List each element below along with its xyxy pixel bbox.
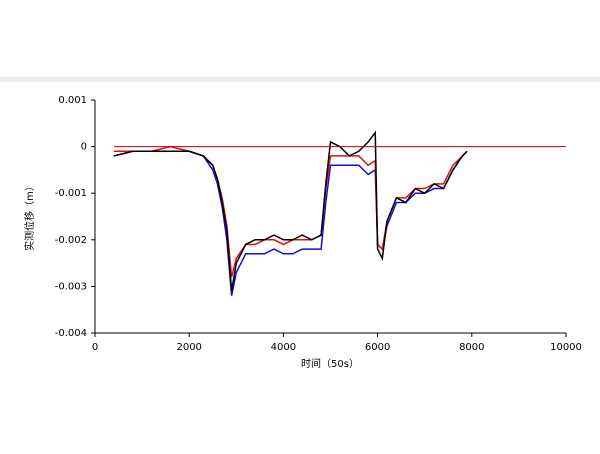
x-tick-label: 10000 bbox=[550, 342, 582, 353]
y-axis-label: 实测位移（m） bbox=[23, 181, 36, 251]
y-tick-label: -0.003 bbox=[55, 281, 87, 292]
y-tick-label: 0.001 bbox=[58, 95, 87, 106]
y-tick-label: -0.001 bbox=[55, 188, 87, 199]
x-axis-label: 时间（50s） bbox=[301, 357, 359, 370]
y-tick-label: 0 bbox=[81, 142, 87, 153]
data-line bbox=[113, 150, 468, 296]
y-tick-label: -0.004 bbox=[55, 328, 87, 339]
x-tick-label: 2000 bbox=[176, 342, 201, 353]
x-tick-label: 8000 bbox=[459, 342, 484, 353]
y-tick-label: -0.002 bbox=[55, 235, 87, 246]
toolbar-band bbox=[0, 77, 600, 82]
data-line bbox=[113, 130, 468, 292]
x-tick-label: 4000 bbox=[271, 342, 296, 353]
x-tick-label: 0 bbox=[92, 342, 98, 353]
data-line bbox=[113, 145, 468, 278]
x-tick-label: 6000 bbox=[365, 342, 390, 353]
